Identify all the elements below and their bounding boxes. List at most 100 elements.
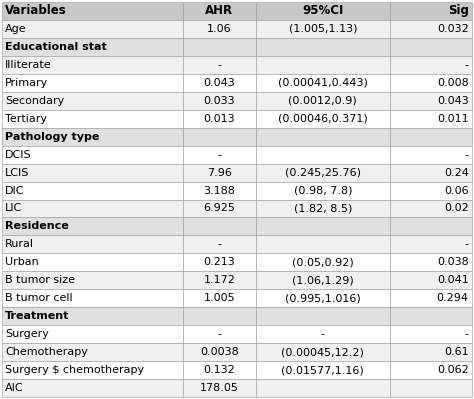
- Text: Surgery $ chemotherapy: Surgery $ chemotherapy: [5, 365, 145, 375]
- Bar: [256, 325, 390, 343]
- Text: -: -: [218, 60, 221, 70]
- Bar: [183, 182, 256, 200]
- Text: 0.032: 0.032: [437, 24, 469, 34]
- Text: Educational stat: Educational stat: [5, 42, 107, 52]
- Text: 178.05: 178.05: [200, 383, 239, 393]
- Text: Tertiary: Tertiary: [5, 114, 47, 124]
- Text: (0.00045,12.2): (0.00045,12.2): [282, 347, 364, 357]
- Bar: [2, 56, 183, 74]
- Bar: [183, 56, 256, 74]
- Text: -: -: [218, 239, 221, 249]
- Text: (0.245,25.76): (0.245,25.76): [285, 168, 361, 178]
- Bar: [390, 307, 472, 325]
- Text: 7.96: 7.96: [207, 168, 232, 178]
- Bar: [390, 128, 472, 146]
- Text: DCIS: DCIS: [5, 150, 32, 160]
- Bar: [256, 307, 390, 325]
- Bar: [183, 343, 256, 361]
- Text: -: -: [465, 60, 469, 70]
- Bar: [390, 182, 472, 200]
- Text: Primary: Primary: [5, 78, 48, 88]
- Bar: [256, 343, 390, 361]
- Text: LCIS: LCIS: [5, 168, 30, 178]
- Bar: [256, 74, 390, 92]
- Bar: [2, 110, 183, 128]
- Bar: [390, 379, 472, 397]
- Text: Variables: Variables: [5, 4, 67, 18]
- Text: (0.98, 7.8): (0.98, 7.8): [293, 186, 352, 196]
- Bar: [183, 289, 256, 307]
- Text: (0.00046,0.371): (0.00046,0.371): [278, 114, 368, 124]
- Bar: [2, 235, 183, 253]
- Text: 0.033: 0.033: [203, 96, 235, 106]
- Bar: [256, 164, 390, 182]
- Text: -: -: [218, 329, 221, 339]
- Bar: [2, 20, 183, 38]
- Bar: [390, 271, 472, 289]
- Bar: [183, 325, 256, 343]
- Text: 0.213: 0.213: [203, 257, 235, 267]
- Bar: [2, 289, 183, 307]
- Text: Sig: Sig: [448, 4, 469, 18]
- Bar: [183, 379, 256, 397]
- Text: Pathology type: Pathology type: [5, 132, 100, 142]
- Bar: [256, 289, 390, 307]
- Bar: [390, 325, 472, 343]
- Bar: [256, 271, 390, 289]
- Bar: [390, 2, 472, 20]
- Text: Urban: Urban: [5, 257, 39, 267]
- Text: -: -: [465, 150, 469, 160]
- Text: 0.294: 0.294: [437, 293, 469, 303]
- Text: Illiterate: Illiterate: [5, 60, 52, 70]
- Text: 0.02: 0.02: [444, 203, 469, 213]
- Bar: [390, 110, 472, 128]
- Bar: [183, 110, 256, 128]
- Bar: [183, 128, 256, 146]
- Text: AIC: AIC: [5, 383, 24, 393]
- Bar: [390, 361, 472, 379]
- Bar: [2, 164, 183, 182]
- Text: 0.132: 0.132: [203, 365, 235, 375]
- Text: AHR: AHR: [205, 4, 233, 18]
- Bar: [256, 2, 390, 20]
- Text: Surgery: Surgery: [5, 329, 49, 339]
- Bar: [2, 146, 183, 164]
- Bar: [390, 164, 472, 182]
- Bar: [2, 343, 183, 361]
- Bar: [256, 182, 390, 200]
- Text: -: -: [465, 239, 469, 249]
- Text: 0.008: 0.008: [437, 78, 469, 88]
- Text: Residence: Residence: [5, 221, 69, 231]
- Bar: [183, 361, 256, 379]
- Bar: [390, 146, 472, 164]
- Text: (0.995,1.016): (0.995,1.016): [285, 293, 361, 303]
- Text: DIC: DIC: [5, 186, 25, 196]
- Bar: [390, 343, 472, 361]
- Text: (0.00041,0.443): (0.00041,0.443): [278, 78, 368, 88]
- Text: 0.043: 0.043: [437, 96, 469, 106]
- Text: 1.172: 1.172: [203, 275, 235, 285]
- Bar: [390, 92, 472, 110]
- Bar: [390, 200, 472, 217]
- Bar: [2, 92, 183, 110]
- Text: (0.0012,0.9): (0.0012,0.9): [288, 96, 357, 106]
- Text: B tumor cell: B tumor cell: [5, 293, 73, 303]
- Text: Age: Age: [5, 24, 27, 34]
- Bar: [183, 200, 256, 217]
- Text: Rural: Rural: [5, 239, 34, 249]
- Text: -: -: [218, 150, 221, 160]
- Bar: [256, 38, 390, 56]
- Bar: [390, 56, 472, 74]
- Bar: [2, 200, 183, 217]
- Bar: [2, 307, 183, 325]
- Bar: [390, 74, 472, 92]
- Bar: [183, 217, 256, 235]
- Bar: [183, 20, 256, 38]
- Bar: [256, 128, 390, 146]
- Bar: [183, 164, 256, 182]
- Bar: [2, 74, 183, 92]
- Text: (1.06,1.29): (1.06,1.29): [292, 275, 354, 285]
- Text: 0.043: 0.043: [203, 78, 235, 88]
- Text: (0.01577,1.16): (0.01577,1.16): [282, 365, 364, 375]
- Bar: [183, 235, 256, 253]
